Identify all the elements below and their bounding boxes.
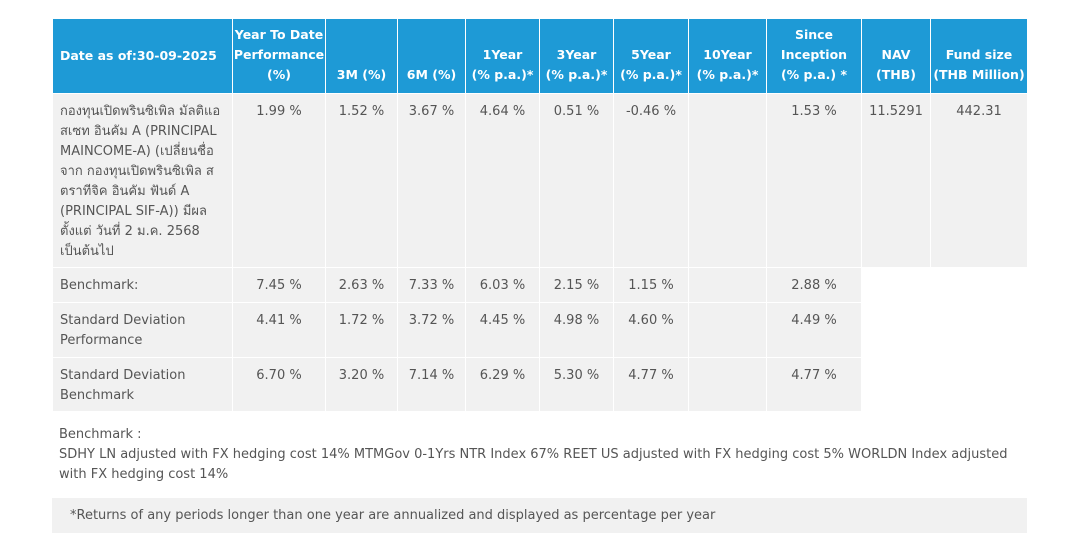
value-cell: 6.03 % bbox=[465, 267, 540, 303]
header-cell: 1Year (% p.a.)* bbox=[465, 18, 540, 94]
header-cell: 5Year (% p.a.)* bbox=[613, 18, 689, 94]
performance-table: Date as of:30-09-2025 Year To Date Perform… bbox=[52, 18, 1028, 412]
header-line: (THB) bbox=[876, 67, 916, 82]
header-line: Since bbox=[794, 27, 834, 42]
value-cell: 4.98 % bbox=[539, 302, 614, 358]
header-line: 5Year bbox=[631, 47, 671, 62]
header-line: 3M (%) bbox=[336, 67, 387, 82]
header-line: 6M (%) bbox=[406, 67, 457, 82]
header-line: Fund size bbox=[945, 47, 1013, 62]
header-line: (% p.a.)* bbox=[545, 67, 608, 82]
value-cell: 1.52 % bbox=[325, 93, 398, 268]
benchmark-notes: Benchmark : SDHY LN adjusted with FX hed… bbox=[59, 425, 1019, 485]
value-cell: 2.88 % bbox=[766, 267, 862, 303]
performance-table-wrap: Date as of:30-09-2025 Year To Date Perform… bbox=[52, 18, 1028, 412]
value-cell: 1.99 % bbox=[232, 93, 326, 268]
header-line: (% p.a.)* bbox=[696, 67, 759, 82]
table-body: กองทุนเปิดพรินซิเพิล มัลติแอสเซท อินคัม … bbox=[52, 93, 1028, 412]
value-cell: 4.41 % bbox=[232, 302, 326, 358]
table-row: Standard Deviation Benchmark 6.70 % 3.20 %… bbox=[52, 357, 1028, 412]
value-cell: 7.45 % bbox=[232, 267, 326, 303]
header-line: Performance bbox=[233, 47, 325, 62]
header-line: 3Year bbox=[556, 47, 597, 62]
header-line: Inception bbox=[780, 47, 848, 62]
value-cell: 6.29 % bbox=[465, 357, 540, 412]
value-cell: 1.15 % bbox=[613, 267, 689, 303]
value-cell: 5.30 % bbox=[539, 357, 614, 412]
value-cell: -0.46 % bbox=[613, 93, 689, 268]
header-line: Year To Date bbox=[234, 27, 324, 42]
value-cell: 2.63 % bbox=[325, 267, 398, 303]
row-label: Standard Deviation Performance bbox=[52, 302, 233, 358]
header-cell: Fund size (THB Million) bbox=[930, 18, 1028, 94]
value-cell: 1.72 % bbox=[325, 302, 398, 358]
value-cell bbox=[688, 267, 767, 303]
value-cell bbox=[688, 302, 767, 358]
value-cell: 0.51 % bbox=[539, 93, 614, 268]
header-line: (THB Million) bbox=[933, 67, 1025, 82]
value-cell: 3.20 % bbox=[325, 357, 398, 412]
value-cell: 442.31 bbox=[930, 93, 1028, 268]
row-label: Standard Deviation Benchmark bbox=[52, 357, 233, 412]
row-label: กองทุนเปิดพรินซิเพิล มัลติแอสเซท อินคัม … bbox=[52, 93, 233, 268]
header-row: Date as of:30-09-2025 Year To Date Perform… bbox=[52, 18, 1028, 94]
value-cell: 4.45 % bbox=[465, 302, 540, 358]
header-line: (% p.a.)* bbox=[620, 67, 682, 82]
header-cell: 6M (%) bbox=[397, 18, 466, 94]
value-cell: 3.67 % bbox=[397, 93, 466, 268]
header-line: 10Year bbox=[703, 47, 752, 62]
header-cell: 3M (%) bbox=[325, 18, 398, 94]
value-cell: 3.72 % bbox=[397, 302, 466, 358]
header-line: (% p.a.) * bbox=[780, 67, 848, 82]
value-cell: 7.33 % bbox=[397, 267, 466, 303]
header-cell: 3Year (% p.a.)* bbox=[539, 18, 614, 94]
header-cell: Year To Date Performance (%) bbox=[232, 18, 326, 94]
value-cell: 2.15 % bbox=[539, 267, 614, 303]
header-line: (%) bbox=[267, 67, 291, 82]
header-line: NAV bbox=[881, 47, 911, 62]
value-cell bbox=[688, 357, 767, 412]
value-cell: 1.53 % bbox=[766, 93, 862, 268]
header-cell: Since Inception (% p.a.) * bbox=[766, 18, 862, 94]
header-line: 1Year bbox=[482, 47, 523, 62]
footnote: *Returns of any periods longer than one … bbox=[52, 498, 1027, 533]
table-row: กองทุนเปิดพรินซิเพิล มัลติแอสเซท อินคัม … bbox=[52, 93, 1028, 268]
row-label: Benchmark: bbox=[52, 267, 233, 303]
header-cell: NAV (THB) bbox=[861, 18, 931, 94]
value-cell: 4.77 % bbox=[766, 357, 862, 412]
table-row: Standard Deviation Performance 4.41 % 1.72… bbox=[52, 302, 1028, 358]
value-cell: 4.77 % bbox=[613, 357, 689, 412]
value-cell: 11.5291 bbox=[861, 93, 931, 268]
header-line: (% p.a.)* bbox=[471, 67, 534, 82]
notes-text: SDHY LN adjusted with FX hedging cost 14… bbox=[59, 447, 1008, 482]
header-cell: Date as of:30-09-2025 bbox=[52, 18, 233, 94]
value-cell bbox=[688, 93, 767, 268]
notes-label: Benchmark : bbox=[59, 427, 142, 442]
value-cell: 4.60 % bbox=[613, 302, 689, 358]
header-cell: 10Year (% p.a.)* bbox=[688, 18, 767, 94]
value-cell: 6.70 % bbox=[232, 357, 326, 412]
value-cell: 7.14 % bbox=[397, 357, 466, 412]
table-row: Benchmark: 7.45 % 2.63 % 7.33 % 6.03 % 2.15 %… bbox=[52, 267, 1028, 303]
value-cell: 4.64 % bbox=[465, 93, 540, 268]
value-cell: 4.49 % bbox=[766, 302, 862, 358]
